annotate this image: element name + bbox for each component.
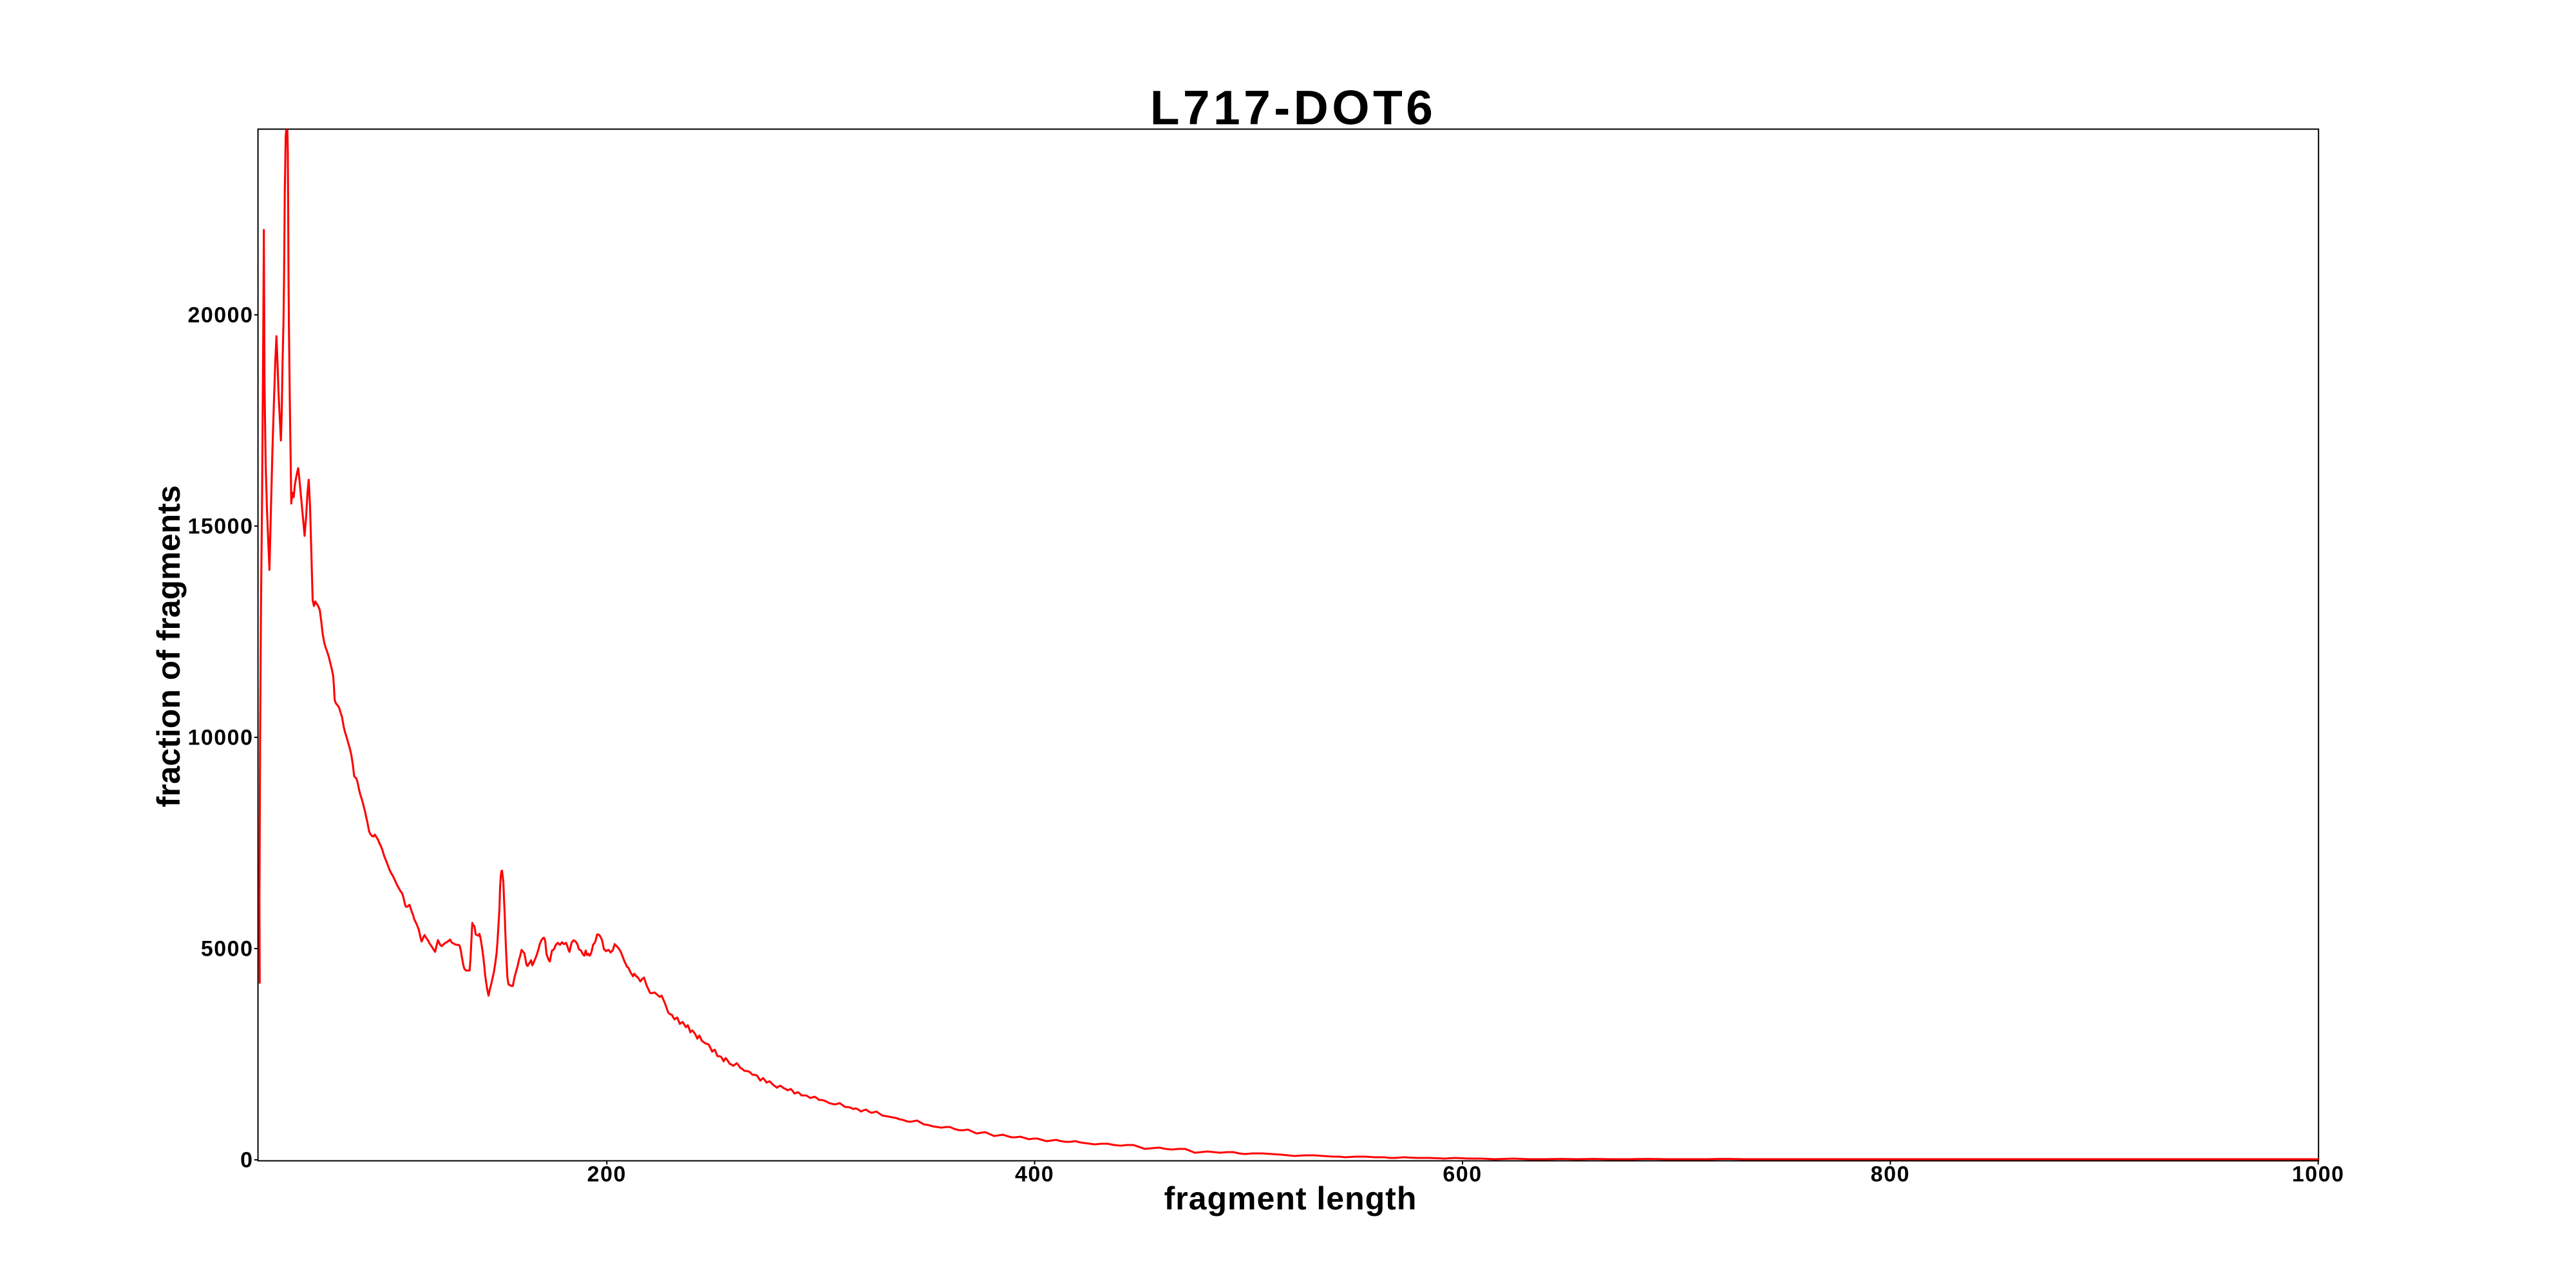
svg-text:15000: 15000: [187, 515, 253, 539]
svg-text:0: 0: [240, 1148, 253, 1173]
svg-text:20000: 20000: [187, 303, 253, 327]
svg-text:200: 200: [587, 1162, 627, 1187]
svg-text:L717-DOT6: L717-DOT6: [1150, 80, 1437, 135]
svg-text:fraction of fragments: fraction of fragments: [151, 485, 187, 807]
svg-text:600: 600: [1443, 1162, 1482, 1187]
svg-text:800: 800: [1871, 1162, 1910, 1187]
svg-text:1000: 1000: [2292, 1162, 2345, 1187]
svg-text:5000: 5000: [201, 937, 254, 961]
svg-text:10000: 10000: [187, 726, 253, 750]
svg-text:400: 400: [1015, 1162, 1054, 1187]
svg-text:fragment length: fragment length: [1164, 1180, 1417, 1217]
